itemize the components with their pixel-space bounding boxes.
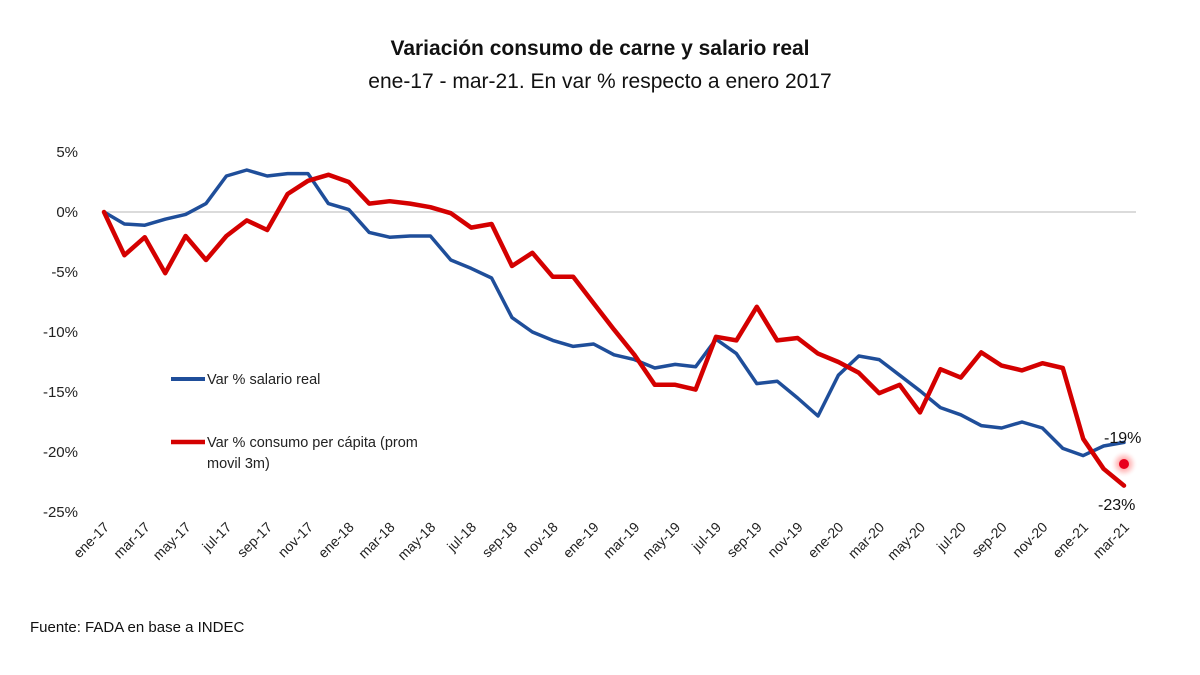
series-line-consumo-per-capita: [101, 172, 1127, 488]
x-tick-label: ene-18: [315, 519, 357, 561]
x-tick-label: jul-18: [443, 519, 479, 555]
series-line-salario-real: [102, 168, 1126, 458]
x-tick-label: mar-19: [600, 519, 643, 562]
legend: Var % salario real Var % consumo per cáp…: [171, 372, 418, 472]
x-tick-label: ene-20: [804, 519, 846, 561]
x-tick-label: mar-18: [355, 519, 398, 562]
x-tick-label: may-18: [394, 519, 438, 563]
x-tick-label: ene-21: [1049, 519, 1091, 561]
x-tick-label: ene-17: [70, 519, 112, 561]
x-tick-label: sep-20: [968, 519, 1010, 561]
y-tick-label: -10%: [43, 324, 78, 341]
x-tick-label: sep-18: [479, 519, 521, 561]
x-tick-label: sep-19: [723, 519, 765, 561]
x-tick-label: jul-19: [688, 519, 724, 555]
source-note: Fuente: FADA en base a INDEC: [30, 619, 244, 636]
x-tick-label: may-20: [884, 519, 928, 563]
legend-label-consumo-line2: movil 3m): [207, 456, 270, 472]
chart-subtitle: ene-17 - mar-21. En var % respecto a ene…: [368, 70, 831, 93]
marker-dot: [1119, 459, 1129, 469]
x-tick-label: may-19: [639, 519, 683, 563]
y-axis: 5% 0% -5% -10% -15% -20% -25%: [43, 144, 78, 521]
x-tick-label: nov-18: [519, 519, 561, 561]
annotation-salario-end: -19%: [1104, 430, 1141, 447]
highlight-marker: [1110, 450, 1138, 478]
x-tick-label: nov-19: [764, 519, 806, 561]
x-tick-label: jul-20: [933, 519, 969, 555]
chart-title: Variación consumo de carne y salario rea…: [390, 37, 809, 60]
x-tick-label: jul-17: [198, 519, 234, 555]
x-tick-label: sep-17: [234, 519, 276, 561]
x-tick-label: mar-17: [110, 519, 153, 562]
y-tick-label: 5%: [56, 144, 78, 161]
y-tick-label: -5%: [51, 264, 78, 281]
legend-label-consumo-line1: Var % consumo per cápita (prom: [207, 435, 418, 451]
y-tick-label: -20%: [43, 444, 78, 461]
x-tick-label: nov-20: [1009, 519, 1051, 561]
y-tick-label: 0%: [56, 204, 78, 221]
annotation-consumo-end: -23%: [1098, 497, 1135, 514]
y-tick-label: -25%: [43, 504, 78, 521]
x-tick-label: ene-19: [560, 519, 602, 561]
y-tick-label: -15%: [43, 384, 78, 401]
series-layer: [101, 168, 1127, 488]
x-tick-label: may-17: [149, 519, 193, 563]
legend-label-salario: Var % salario real: [207, 372, 320, 388]
x-tick-label: nov-17: [275, 519, 317, 561]
x-tick-label: mar-20: [845, 519, 888, 562]
x-tick-label: mar-21: [1089, 519, 1132, 562]
